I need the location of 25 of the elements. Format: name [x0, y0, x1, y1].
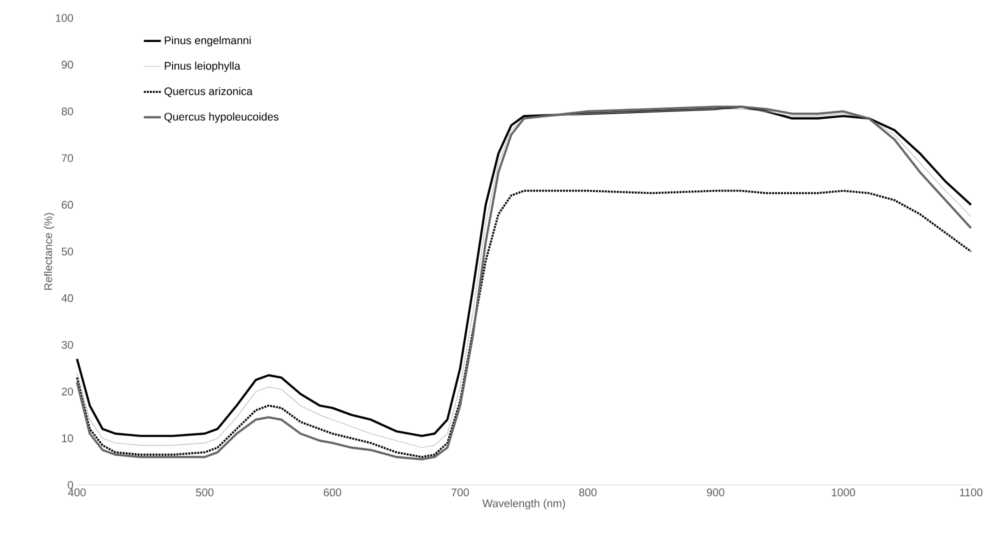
y-axis-title: Reflectance (%) — [44, 213, 54, 290]
y-tick-label: 20 — [62, 388, 74, 396]
y-tick-label: 50 — [62, 248, 74, 256]
legend-label: Pinus leiophylla — [164, 62, 240, 72]
x-tick-label: 1000 — [832, 488, 856, 496]
legend-label: Quercus arizonica — [164, 87, 253, 98]
y-tick-label: 90 — [62, 60, 74, 69]
y-tick-label: 10 — [62, 434, 74, 442]
x-tick-label: 800 — [579, 488, 597, 496]
y-tick-label: 0 — [68, 481, 74, 489]
x-tick-label: 400 — [68, 488, 86, 496]
y-tick-label: 30 — [62, 340, 74, 349]
x-axis-title: Wavelength (nm) — [482, 499, 565, 510]
y-tick-label: 60 — [62, 200, 74, 209]
legend-label: Pinus engelmanni — [164, 36, 251, 46]
x-tick-label: 500 — [196, 488, 214, 496]
x-tick-label: 700 — [452, 488, 469, 496]
y-tick-label: 70 — [62, 154, 74, 162]
y-tick-label: 40 — [61, 294, 74, 302]
y-tick-label: 100 — [56, 14, 74, 22]
x-tick-label: 600 — [324, 488, 342, 496]
x-tick-label: 1100 — [960, 488, 982, 496]
y-tick-label: 80 — [62, 107, 74, 116]
legend-label: Quercus hypoleucoides — [164, 112, 279, 123]
x-tick-label: 900 — [706, 488, 724, 496]
